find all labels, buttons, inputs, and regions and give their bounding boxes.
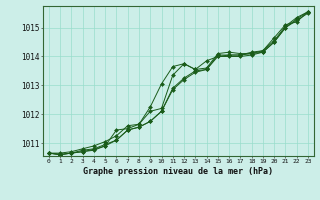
X-axis label: Graphe pression niveau de la mer (hPa): Graphe pression niveau de la mer (hPa)	[84, 167, 273, 176]
